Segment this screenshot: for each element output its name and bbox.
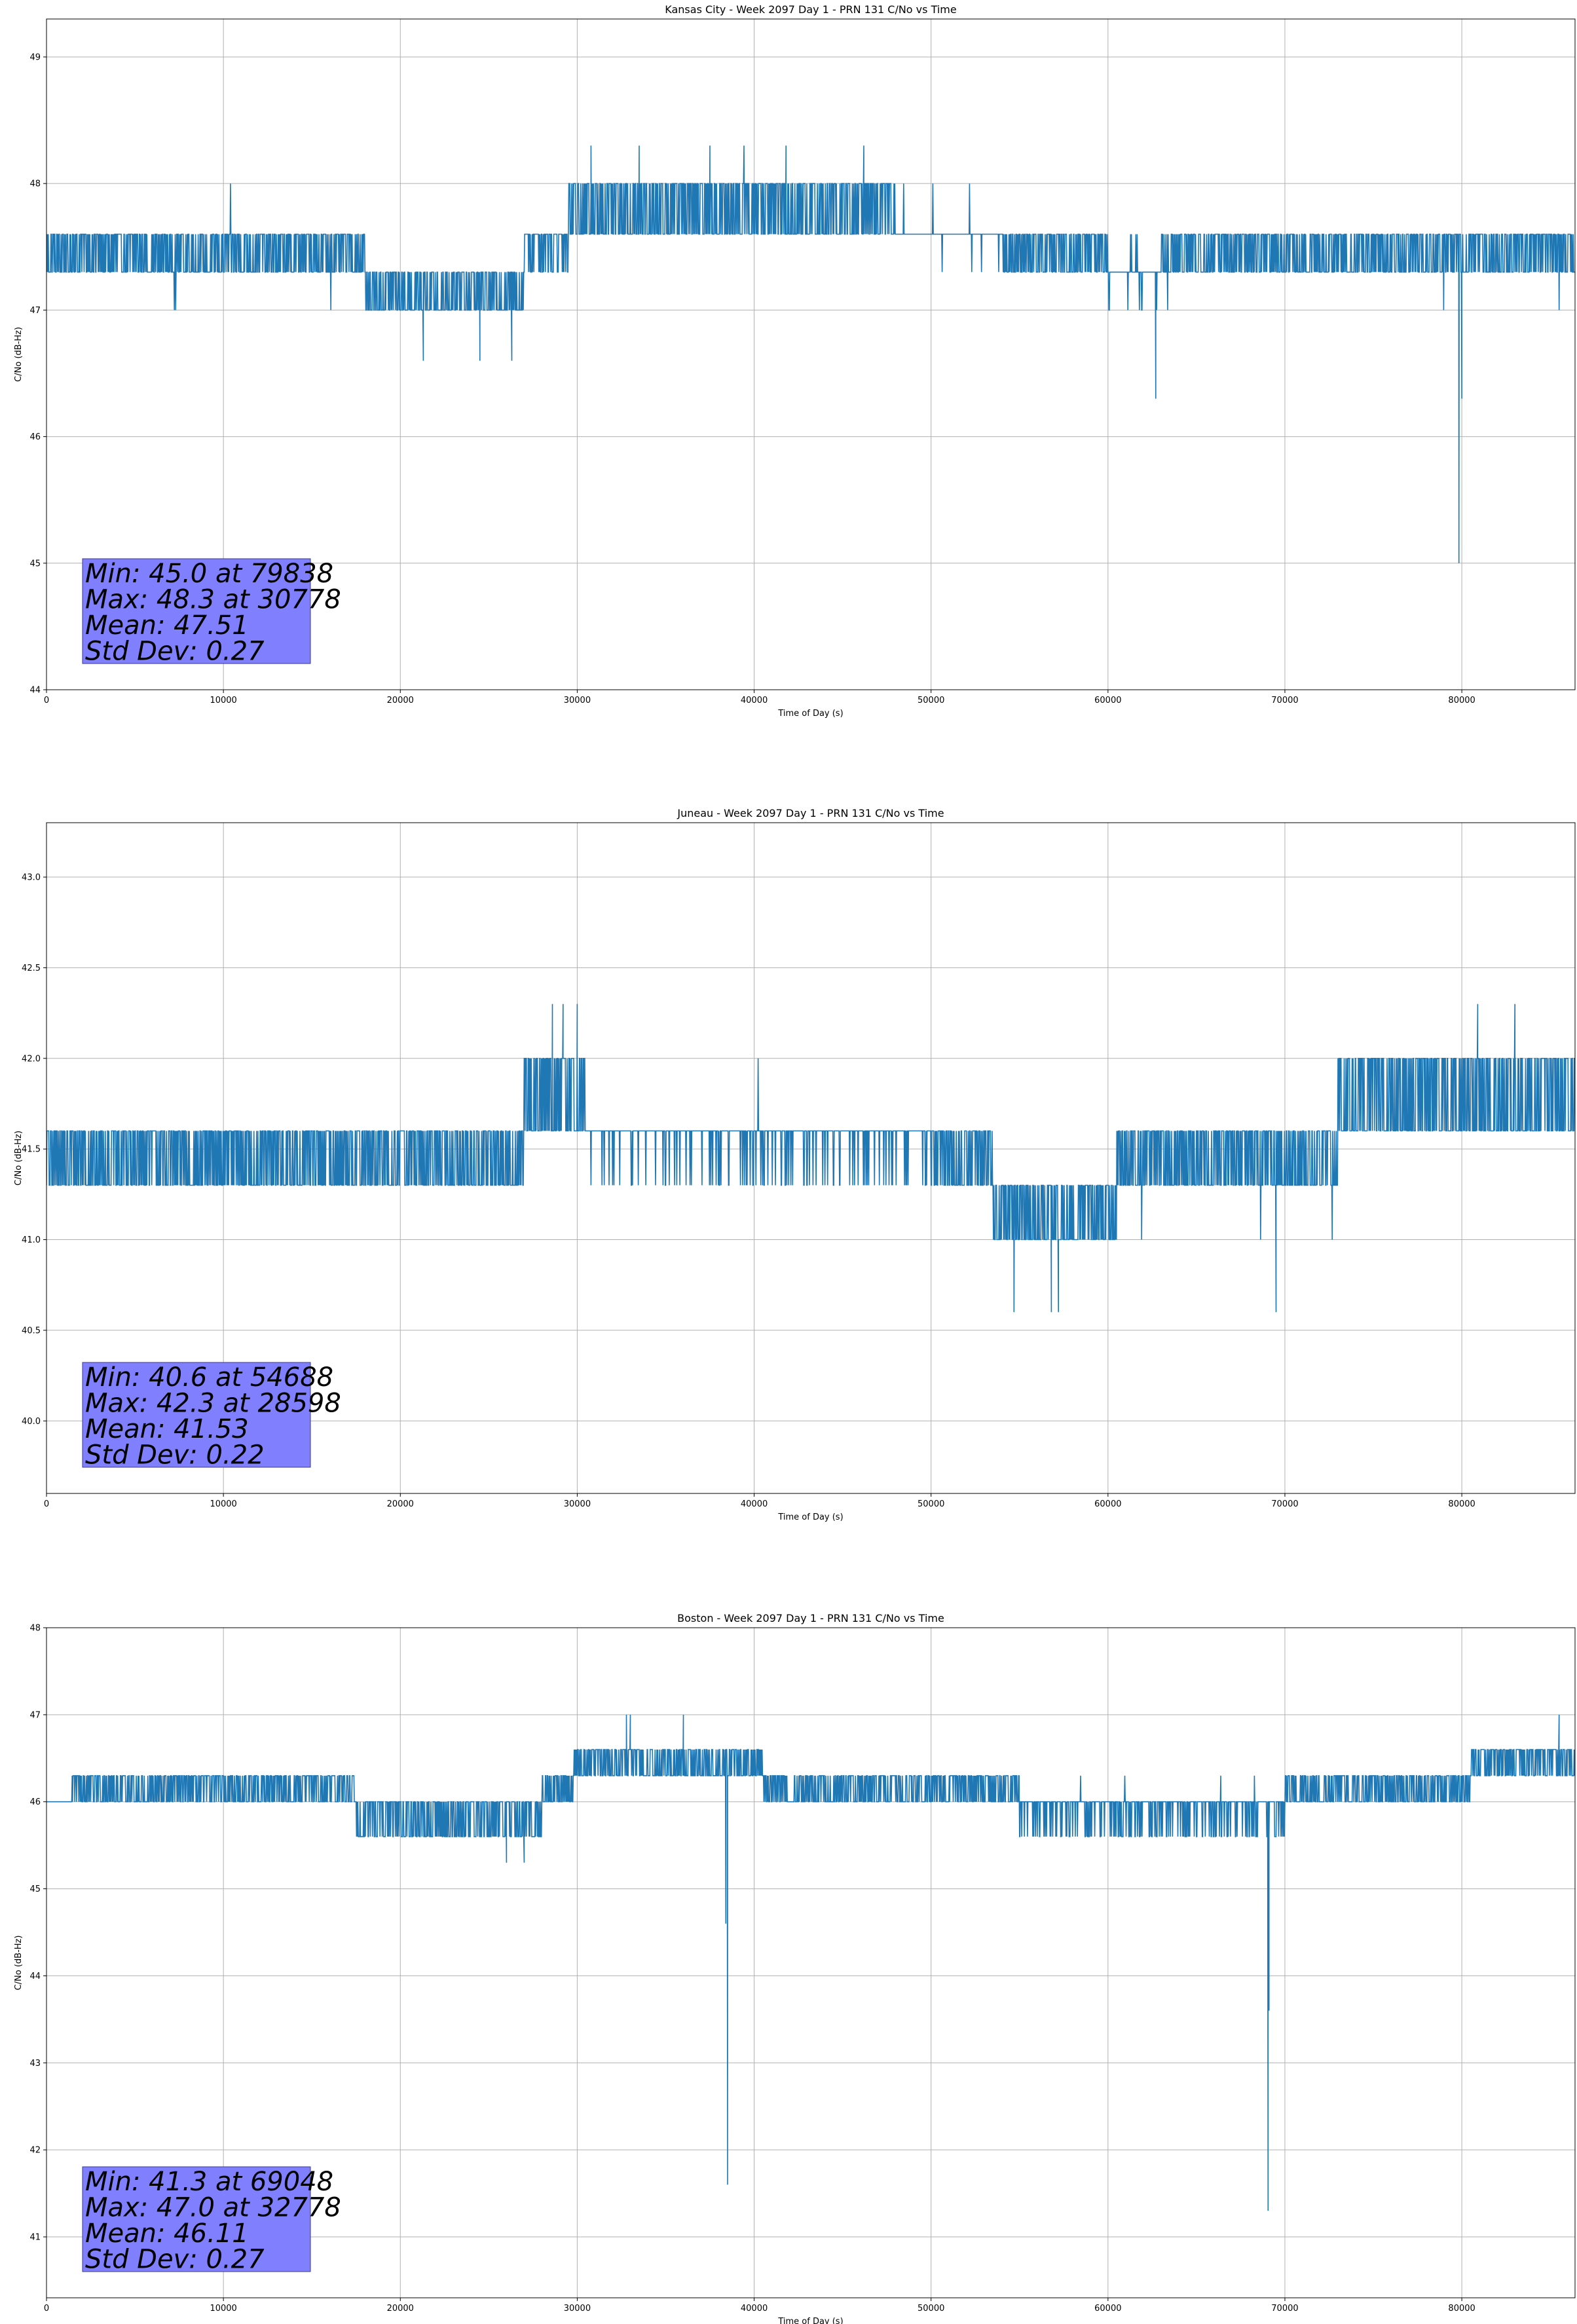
y-tick-label: 44 xyxy=(29,1972,41,1981)
x-tick-label: 20000 xyxy=(387,1499,414,1509)
y-axis: 41 42 43 44 45 46 47 48 C/No (dB-Hz) xyxy=(14,1624,46,2243)
stats-mean: Mean: 47.51 xyxy=(85,610,249,641)
x-tick-label: 0 xyxy=(44,1499,49,1509)
chart-panel-2: Juneau - Week 2097 Day 1 - PRN 131 C/No … xyxy=(14,807,1576,1522)
axes-frame xyxy=(46,18,1576,690)
x-tick-label: 60000 xyxy=(1094,696,1121,705)
x-tick-label: 80000 xyxy=(1448,2304,1475,2314)
y-tick-label: 43.0 xyxy=(22,873,41,883)
x-tick-label: 50000 xyxy=(918,696,944,705)
stats-max: Max: 42.3 at 28598 xyxy=(85,1389,341,1419)
chart-title: Boston - Week 2097 Day 1 - PRN 131 C/No … xyxy=(677,1612,944,1624)
y-tick-label: 47 xyxy=(29,1710,41,1720)
stats-max: Max: 47.0 at 32778 xyxy=(85,2193,341,2223)
y-tick-label: 41.0 xyxy=(22,1235,41,1245)
x-tick-label: 80000 xyxy=(1448,1499,1475,1509)
y-tick-label: 45 xyxy=(29,559,41,569)
chart-panel-3: Boston - Week 2097 Day 1 - PRN 131 C/No … xyxy=(14,1612,1576,2324)
cno-series-line xyxy=(46,1003,1575,1313)
cno-series-line xyxy=(46,1714,1575,2211)
y-tick-label: 48 xyxy=(29,179,41,189)
x-tick-label: 50000 xyxy=(918,2304,944,2314)
y-axis-label: C/No (dB-Hz) xyxy=(14,1131,24,1186)
x-tick-label: 10000 xyxy=(210,2304,236,2314)
x-tick-label: 40000 xyxy=(741,1499,768,1509)
x-axis: 0 10000 20000 30000 40000 50000 60000 70000 8000… xyxy=(44,1493,1475,1522)
y-tick-label: 41 xyxy=(29,2233,41,2243)
x-tick-label: 20000 xyxy=(387,696,414,705)
y-tick-label: 46 xyxy=(29,432,41,442)
y-axis: 44 45 46 47 48 49 C/No (dB-Hz) xyxy=(14,52,46,696)
stats-mean: Mean: 41.53 xyxy=(85,1414,249,1444)
x-tick-label: 30000 xyxy=(564,696,591,705)
y-axis-label: C/No (dB-Hz) xyxy=(14,327,24,382)
axes-frame xyxy=(46,822,1576,1494)
axes-frame xyxy=(46,1627,1576,2298)
stats-max: Max: 48.3 at 30778 xyxy=(85,585,341,615)
stats-std-dev: Std Dev: 0.27 xyxy=(85,637,265,667)
chart-panel-1: Kansas City - Week 2097 Day 1 - PRN 131 … xyxy=(14,3,1576,719)
x-tick-label: 60000 xyxy=(1094,2304,1121,2314)
chart-title: Kansas City - Week 2097 Day 1 - PRN 131 … xyxy=(665,3,956,16)
y-tick-label: 40.5 xyxy=(22,1326,41,1336)
stats-min: Min: 40.6 at 54688 xyxy=(85,1362,333,1393)
stats-box xyxy=(82,1362,311,1468)
y-tick-label: 42 xyxy=(29,2146,41,2156)
y-axis-label: C/No (dB-Hz) xyxy=(14,1936,24,1991)
x-axis: 0 10000 20000 30000 40000 50000 60000 70000 8000… xyxy=(44,2298,1475,2324)
stats-min: Min: 41.3 at 69048 xyxy=(85,2167,333,2197)
x-tick-label: 60000 xyxy=(1094,1499,1121,1509)
y-tick-label: 41.5 xyxy=(22,1145,41,1155)
x-tick-label: 30000 xyxy=(564,1499,591,1509)
y-tick-label: 40.0 xyxy=(22,1417,41,1427)
x-tick-label: 20000 xyxy=(387,2304,414,2314)
x-tick-label: 10000 xyxy=(210,1499,236,1509)
y-tick-label: 46 xyxy=(29,1797,41,1807)
x-tick-label: 0 xyxy=(44,2304,49,2314)
x-tick-label: 80000 xyxy=(1448,696,1475,705)
stats-min: Min: 45.0 at 79838 xyxy=(85,559,333,589)
stats-std-dev: Std Dev: 0.22 xyxy=(85,1440,265,1471)
x-tick-label: 10000 xyxy=(210,696,236,705)
y-tick-label: 43 xyxy=(29,2059,41,2069)
stats-mean: Mean: 46.11 xyxy=(85,2219,249,2249)
x-tick-label: 0 xyxy=(44,696,49,705)
stats-box xyxy=(82,2166,311,2272)
x-tick-label: 70000 xyxy=(1271,2304,1298,2314)
y-tick-label: 42.0 xyxy=(22,1054,41,1064)
x-axis-label: Time of Day (s) xyxy=(777,1512,843,1522)
y-tick-label: 42.5 xyxy=(22,964,41,973)
x-tick-label: 40000 xyxy=(741,696,768,705)
x-axis-label: Time of Day (s) xyxy=(777,2317,843,2324)
x-axis: 0 10000 20000 30000 40000 50000 60000 70000 8000… xyxy=(44,690,1475,719)
chart-title: Juneau - Week 2097 Day 1 - PRN 131 C/No … xyxy=(677,807,944,819)
x-axis-label: Time of Day (s) xyxy=(777,709,843,719)
stats-box xyxy=(82,558,311,664)
x-tick-label: 30000 xyxy=(564,2304,591,2314)
x-tick-label: 40000 xyxy=(741,2304,768,2314)
y-axis: 40.0 40.5 41.0 41.5 42.0 42.5 43.0 C/No (dB-Hz) xyxy=(14,873,46,1427)
y-tick-label: 48 xyxy=(29,1624,41,1634)
cno-series-line xyxy=(46,145,1575,563)
y-tick-label: 49 xyxy=(29,52,41,62)
x-tick-label: 70000 xyxy=(1271,696,1298,705)
y-tick-label: 47 xyxy=(29,306,41,316)
stats-std-dev: Std Dev: 0.27 xyxy=(85,2245,265,2275)
x-tick-label: 50000 xyxy=(918,1499,944,1509)
x-tick-label: 70000 xyxy=(1271,1499,1298,1509)
y-tick-label: 44 xyxy=(29,686,41,696)
y-tick-label: 45 xyxy=(29,1884,41,1894)
